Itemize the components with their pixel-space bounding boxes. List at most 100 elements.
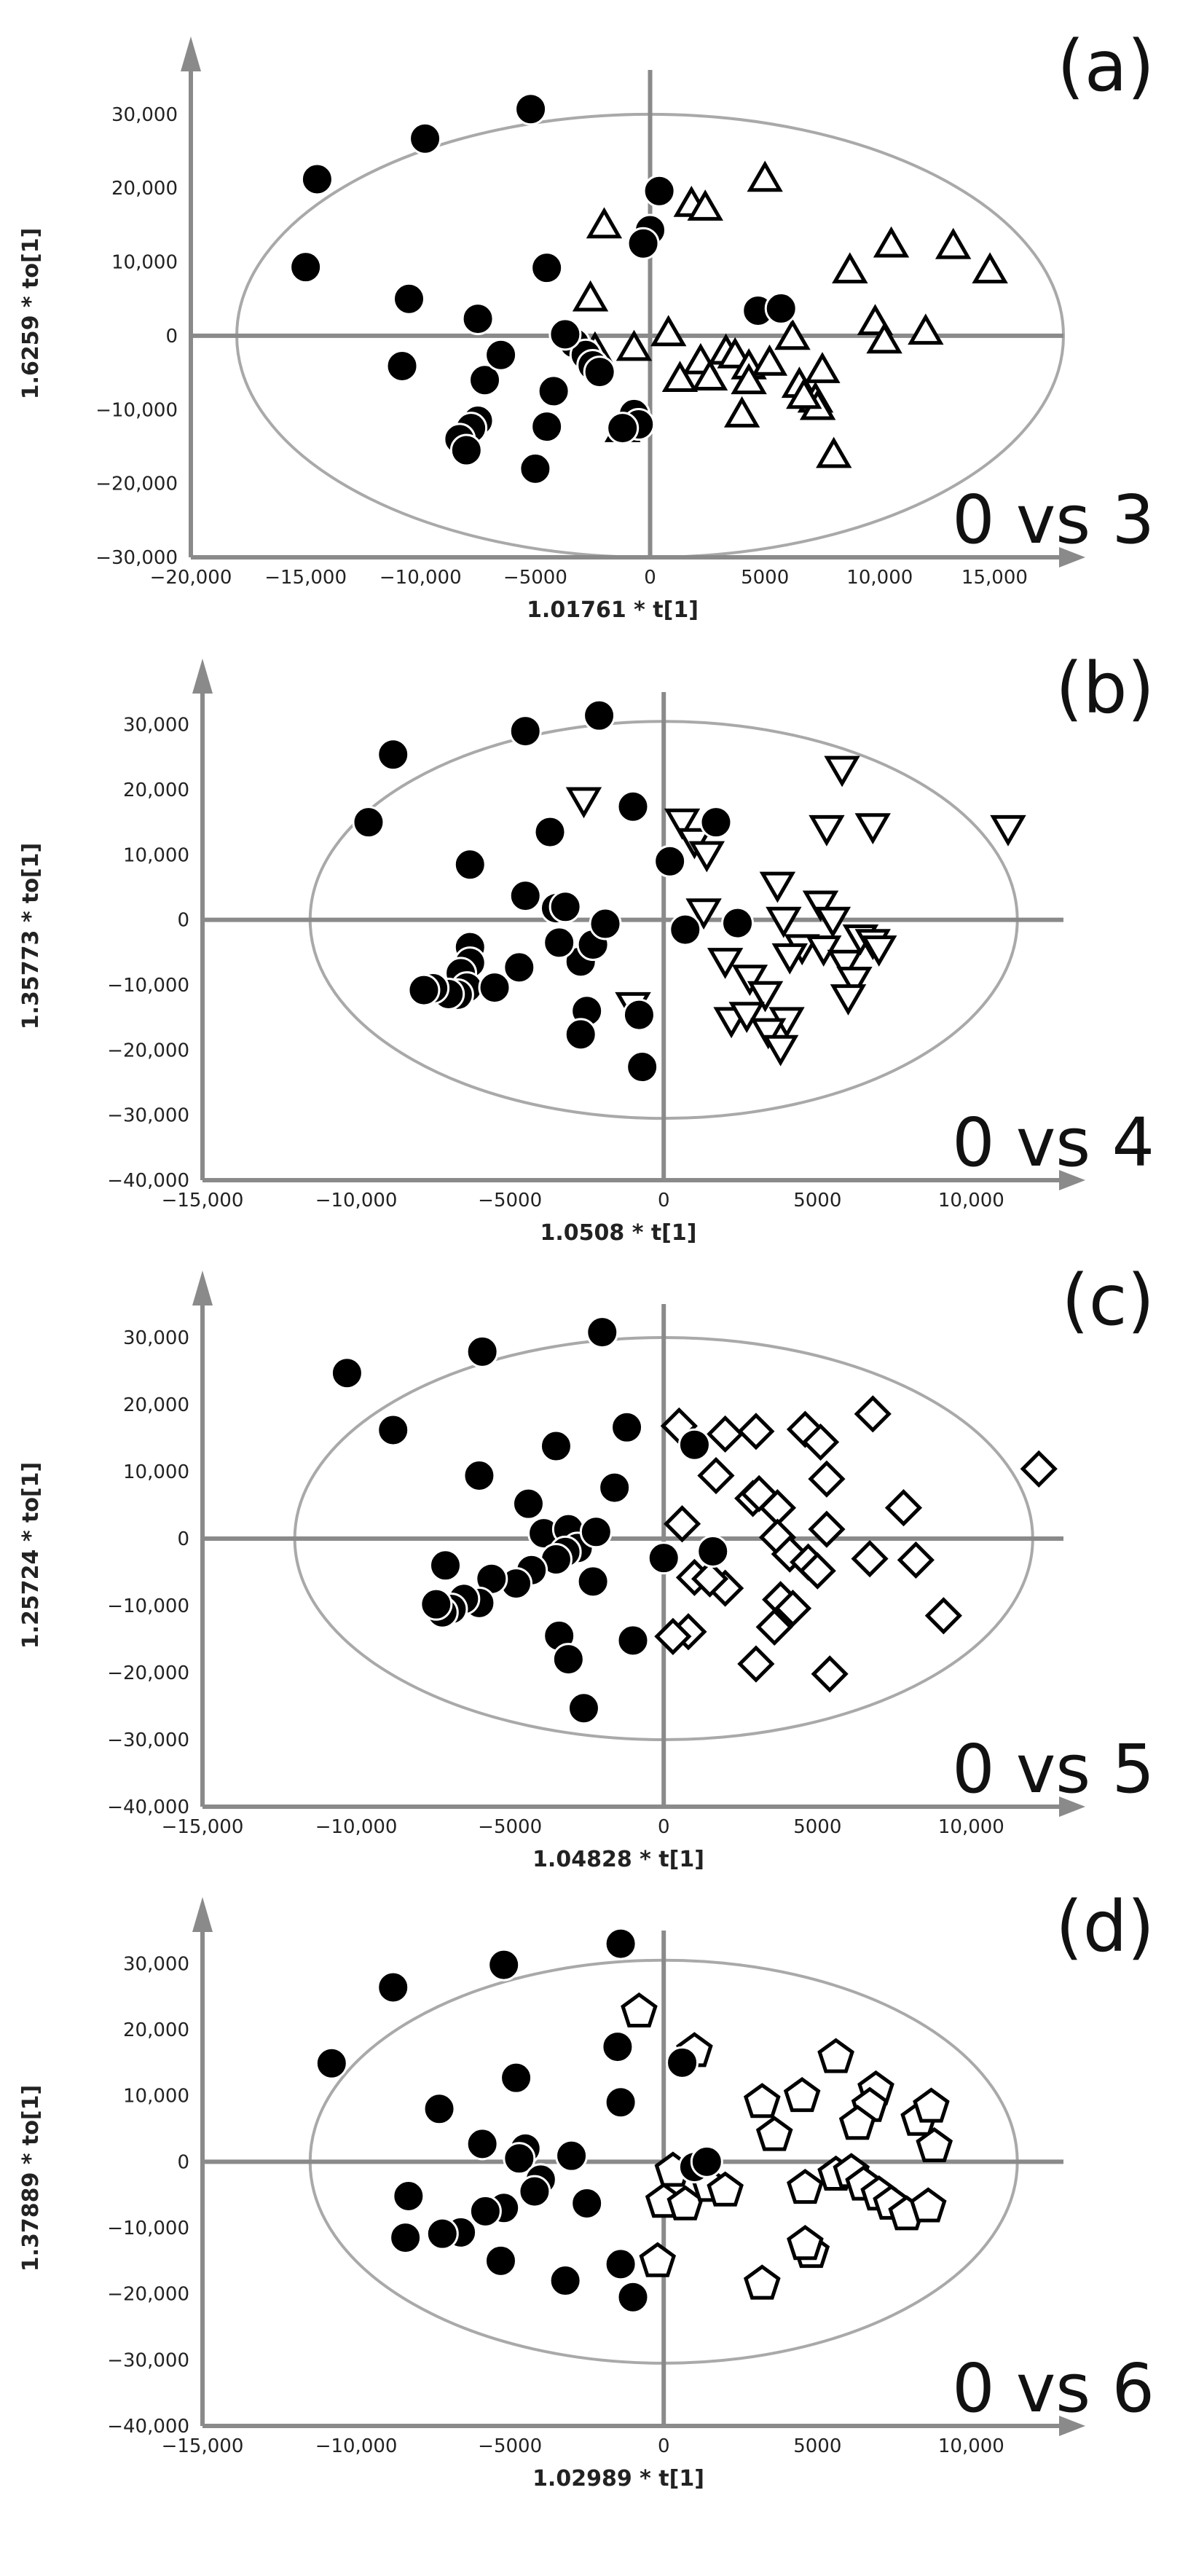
x-tick-label: −15,000: [162, 2435, 244, 2457]
data-point-group-0: [463, 1459, 496, 1493]
y-axis-title: 1.25724 * to[1]: [18, 1462, 44, 1649]
data-point-group-0: [315, 2046, 348, 2080]
data-point-group-0: [548, 2264, 582, 2298]
data-point-group-4: [731, 965, 768, 997]
data-point-group-0: [543, 926, 576, 959]
x-tick-label: −15,000: [162, 1190, 244, 1212]
data-point-group-0: [567, 1692, 600, 1725]
data-point-group-0: [465, 1335, 499, 1368]
data-point-group-0: [548, 890, 582, 924]
y-tick-label: −30,000: [95, 547, 178, 569]
data-point-group-5: [884, 1489, 923, 1527]
y-tick-label: 0: [177, 1528, 189, 1550]
data-point-group-0: [514, 93, 548, 126]
data-point-group-5: [798, 1552, 836, 1590]
data-point-group-5: [924, 1597, 962, 1635]
data-point-group-4: [771, 943, 809, 975]
data-point-group-0: [508, 715, 542, 748]
x-axis-arrow: [1059, 1170, 1085, 1190]
y-tick-label: −30,000: [107, 1105, 189, 1127]
data-point-group-0: [377, 738, 410, 771]
data-point-group-0: [696, 1534, 730, 1568]
data-point-group-3: [786, 377, 822, 409]
y-tick-label: 0: [165, 326, 178, 347]
data-point-group-0: [583, 699, 616, 732]
data-point-group-4: [762, 1034, 799, 1067]
data-point-group-0: [604, 1927, 637, 1960]
y-tick-label: 10,000: [123, 1461, 189, 1483]
y-tick-label: 20,000: [123, 1394, 189, 1416]
data-point-group-4: [728, 1002, 765, 1033]
data-point-group-0: [453, 848, 487, 881]
data-point-group-0: [539, 1429, 573, 1463]
data-point-group-0: [764, 291, 798, 325]
x-axis-title: 1.0508 * t[1]: [540, 1220, 697, 1246]
data-point-group-0: [699, 806, 733, 839]
data-point-group-0: [551, 1643, 585, 1676]
data-point-group-0: [389, 2221, 422, 2255]
data-point-group-0: [610, 1410, 644, 1444]
x-axis-arrow: [1059, 1796, 1085, 1817]
data-point-group-0: [422, 2092, 456, 2126]
x-tick-label: 0: [658, 1190, 670, 1212]
x-tick-label: 10,000: [938, 1816, 1004, 1838]
data-point-group-0: [690, 2145, 723, 2178]
data-point-group-0: [589, 907, 622, 941]
data-point-group-5: [697, 1456, 735, 1495]
panel-a: −20,000 −15,000 −10,000 −5000 0 5000 10,000 15,…: [18, 25, 1155, 623]
y-tick-label: 20,000: [123, 2019, 189, 2041]
x-tick-label: 10,000: [846, 567, 913, 589]
data-point-group-0: [653, 844, 687, 878]
data-point-group-3: [731, 363, 767, 395]
data-point-group-4: [854, 813, 891, 845]
y-tick-label: 10,000: [123, 2086, 189, 2108]
y-axis-arrow: [192, 659, 213, 694]
y-tick-label: −20,000: [95, 474, 178, 495]
data-point-group-0: [503, 2142, 536, 2175]
data-point-group-5: [663, 1505, 701, 1543]
data-point-group-0: [533, 815, 567, 849]
data-point-group-5: [654, 1617, 692, 1655]
data-point-group-0: [407, 973, 441, 1007]
data-point-group-5: [1020, 1450, 1058, 1488]
data-point-group-0: [537, 374, 570, 408]
data-point-group-3: [661, 361, 699, 392]
data-point-group-5: [808, 1510, 846, 1548]
data-point-group-0: [468, 2194, 502, 2228]
data-point-group-3: [972, 252, 1008, 283]
data-point-group-0: [393, 282, 425, 315]
panel-d: −15,000 −10,000 −5000 0 5000 10,000 −40,000 −30…: [18, 1886, 1155, 2491]
x-tick-label: 10,000: [938, 1190, 1004, 1212]
y-tick-label: 30,000: [111, 104, 178, 126]
data-point-group-6: [787, 2225, 824, 2261]
data-point-group-4: [814, 906, 851, 938]
data-point-group-5: [774, 1590, 812, 1627]
data-point-group-0: [642, 174, 676, 208]
data-point-group-0: [666, 2046, 699, 2079]
data-point-group-6: [707, 2171, 744, 2207]
panel-c: −15,000 −10,000 −5000 0 5000 10,000 −40,000 −30…: [18, 1260, 1155, 1872]
data-point-group-6: [913, 2087, 950, 2123]
data-point-group-0: [425, 2217, 459, 2250]
data-point-group-0: [465, 2127, 499, 2161]
x-tick-label: 10,000: [938, 2435, 1004, 2457]
data-point-group-4: [830, 984, 867, 1016]
comparison-label: 0 vs 5: [952, 1730, 1155, 1808]
y-tick-label: −30,000: [107, 1729, 189, 1751]
y-axis-arrow: [181, 36, 201, 71]
y-tick-label: 0: [177, 2151, 189, 2173]
x-axis-title: 1.01761 * t[1]: [527, 597, 699, 623]
data-point-group-0: [468, 364, 502, 397]
data-point-group-4: [836, 967, 873, 998]
x-axis-arrow: [1059, 2416, 1085, 2436]
data-point-group-0: [604, 2247, 637, 2281]
data-point-group-4: [565, 787, 602, 819]
y-tick-label: −20,000: [107, 1040, 189, 1061]
data-point-group-0: [601, 2030, 634, 2064]
x-axis-title: 1.02989 * t[1]: [532, 2466, 704, 2491]
data-point-group-0: [508, 879, 542, 913]
data-point-group-6: [639, 2242, 677, 2277]
data-point-group-6: [743, 2083, 781, 2118]
x-tick-label: 5000: [741, 567, 789, 589]
